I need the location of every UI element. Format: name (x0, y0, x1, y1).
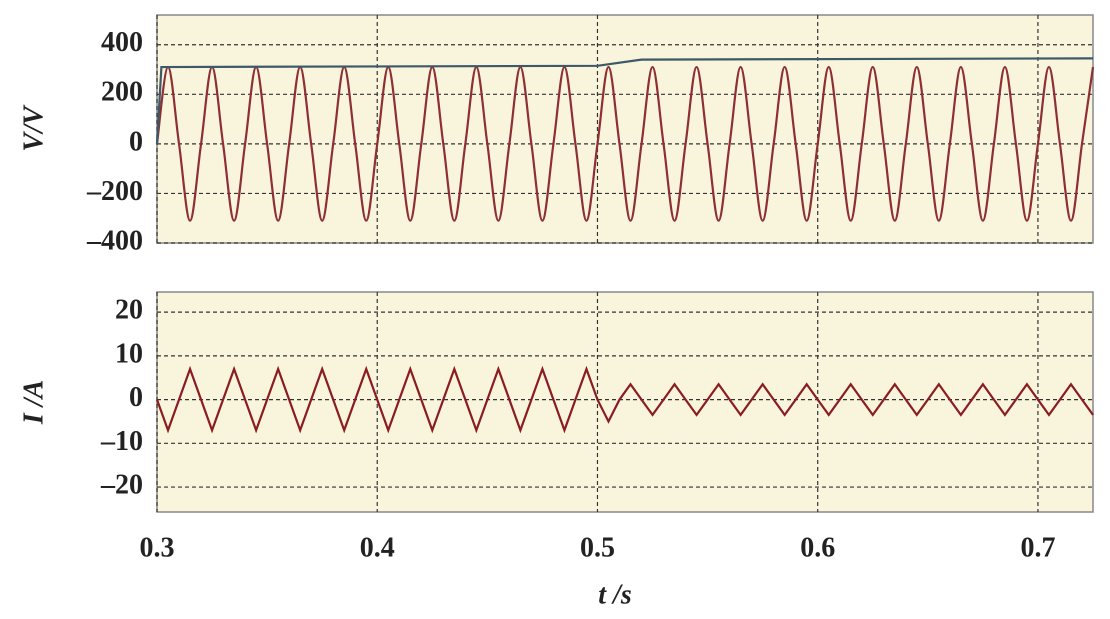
x-tick-label: 0.4 (360, 532, 395, 563)
y-tick-label: 10 (115, 338, 143, 369)
y-tick-label: –200 (86, 176, 143, 207)
y-tick-label: 20 (115, 295, 143, 326)
y-tick-label: –20 (100, 469, 143, 500)
y-tick-label: –10 (100, 426, 143, 457)
x-tick-label: 0.3 (140, 532, 175, 563)
y-tick-label: –400 (86, 225, 143, 256)
y-tick-label: 200 (101, 77, 143, 108)
x-tick-label: 0.6 (800, 532, 835, 563)
x-axis-label: t /s (598, 579, 632, 610)
series-line (155, 365, 1094, 434)
series-line (155, 65, 1095, 222)
y-tick-label: 0 (129, 382, 143, 413)
y-axis-label: I /A (18, 380, 49, 425)
series-line (155, 57, 1094, 144)
x-tick-label: 0.5 (580, 532, 615, 563)
x-tick-label: 0.7 (1020, 532, 1055, 563)
y-tick-label: 400 (101, 27, 143, 58)
plot-area (156, 14, 1094, 244)
y-axis-label: V/V (18, 104, 49, 151)
plot-area (156, 291, 1094, 513)
y-tick-label: 0 (129, 126, 143, 157)
